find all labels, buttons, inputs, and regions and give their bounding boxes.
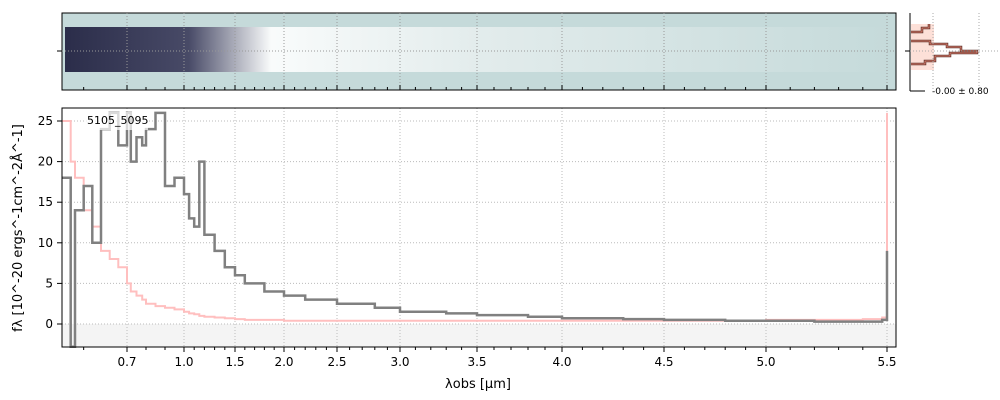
x-tick-label: 0.7 xyxy=(117,355,136,369)
x-tick-label: 2.0 xyxy=(274,355,293,369)
object-label: 5105_5095 xyxy=(87,114,149,127)
x-tick-label: 2.5 xyxy=(327,355,346,369)
model-spectrum-line xyxy=(62,112,888,322)
main-plot: 5105_5095 0.7 1.0 1.5 2.0 2.5 3.0 3.5 4.0 4.5 5.0… xyxy=(10,13,897,392)
x-tick-label: 3.5 xyxy=(467,355,486,369)
y-tick-label: 10 xyxy=(38,236,53,250)
2d-spectrum-panel xyxy=(57,12,897,91)
y-tick-label: 5 xyxy=(45,276,53,290)
x-tick-label: 4.0 xyxy=(552,355,571,369)
y-tick-label: 25 xyxy=(38,114,53,128)
data-spectrum-line xyxy=(62,111,889,348)
y-tick-label: 0 xyxy=(45,317,53,331)
x-axis-label: λobs [μm] xyxy=(445,377,511,392)
histogram-label: -0.00 ± 0.80 xyxy=(932,87,989,97)
residual-histogram-panel: -0.00 ± 0.80 xyxy=(905,13,1000,97)
x-tick-label: 5.5 xyxy=(877,355,896,369)
x-tick-label: 1.0 xyxy=(174,355,193,369)
y-tick-label: 20 xyxy=(38,155,53,169)
y-tick-label: 15 xyxy=(38,195,53,209)
negative-region-shade xyxy=(62,324,896,347)
x-tick-label: 1.5 xyxy=(225,355,244,369)
x-tick-label: 4.5 xyxy=(654,355,673,369)
x-tick-label: 5.0 xyxy=(756,355,775,369)
y-axis-label: fλ [10^-20 ergs^-1cm^-2Å^-1] xyxy=(10,124,26,332)
x-tick-label: 3.0 xyxy=(390,355,409,369)
